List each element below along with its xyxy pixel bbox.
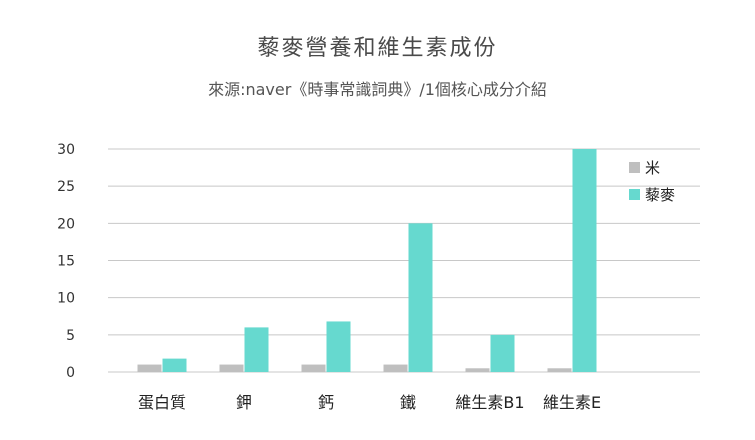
legend-swatch (629, 189, 640, 200)
x-category-label: 維生素E (543, 393, 601, 412)
bar-藜麥-鈣 (326, 321, 351, 372)
bar-米-鐵 (383, 364, 408, 372)
bar-藜麥-鉀 (244, 327, 269, 372)
x-category-label: 蛋白質 (138, 393, 186, 412)
bar-米-鉀 (219, 364, 244, 372)
bar-米-維生素E (547, 368, 572, 372)
y-tick-label: 5 (66, 328, 75, 344)
x-axis-categories: 蛋白質 鉀 鈣 鐵 維生素B1 維生素E (138, 393, 601, 412)
x-category-label: 鐵 (400, 393, 416, 412)
bar-藜麥-鐵 (408, 223, 433, 372)
x-category-label: 鈣 (318, 393, 334, 412)
bar-米-維生素B1 (465, 368, 490, 372)
y-tick-label: 30 (57, 142, 75, 158)
chart-title: 藜麥營養和維生素成份 (257, 36, 498, 61)
legend-label: 藜麥 (645, 186, 675, 204)
chart-subtitle: 來源:naver《時事常識詞典》/1個核心成分介紹 (208, 80, 547, 99)
y-axis-ticks: 0 5 10 15 20 25 30 (57, 142, 75, 381)
gridlines (108, 148, 700, 373)
x-category-label: 鉀 (236, 393, 252, 412)
bar-藜麥-維生素E (572, 149, 597, 372)
bar-米-鈣 (301, 364, 326, 372)
bars (137, 149, 597, 372)
y-tick-label: 10 (57, 291, 75, 307)
legend-swatch (629, 162, 640, 173)
y-tick-label: 25 (57, 179, 75, 195)
y-tick-label: 15 (57, 254, 75, 270)
bar-藜麥-蛋白質 (162, 358, 187, 372)
legend: 米藜麥 (629, 159, 675, 204)
bar-藜麥-維生素B1 (490, 334, 515, 372)
legend-label: 米 (645, 159, 660, 177)
y-tick-label: 20 (57, 216, 75, 232)
y-tick-label: 0 (66, 365, 75, 381)
bar-米-蛋白質 (137, 364, 162, 372)
x-category-label: 維生素B1 (455, 393, 524, 412)
